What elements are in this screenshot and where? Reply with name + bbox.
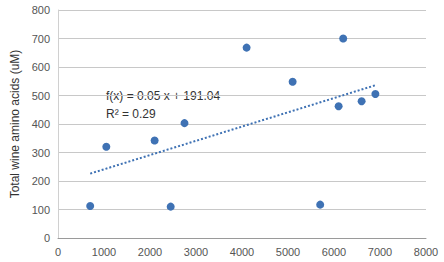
- svg-text:R² = 0.29: R² = 0.29: [106, 107, 156, 121]
- svg-text:700: 700: [32, 33, 50, 45]
- svg-text:0: 0: [44, 232, 50, 244]
- svg-text:600: 600: [32, 61, 50, 73]
- svg-text:500: 500: [32, 90, 50, 102]
- svg-text:200: 200: [32, 175, 50, 187]
- svg-text:4000: 4000: [230, 246, 254, 258]
- svg-text:8000: 8000: [414, 246, 438, 258]
- svg-text:0: 0: [55, 246, 61, 258]
- svg-text:Total wine amino acids (uM): Total wine amino acids (uM): [8, 50, 22, 199]
- svg-text:7000: 7000: [368, 246, 392, 258]
- svg-text:6000: 6000: [322, 246, 346, 258]
- svg-text:1000: 1000: [92, 246, 116, 258]
- svg-text:3000: 3000: [184, 246, 208, 258]
- svg-text:f(x) = 0.05 x + 191.04: f(x) = 0.05 x + 191.04: [106, 89, 221, 103]
- svg-text:2000: 2000: [138, 246, 162, 258]
- svg-text:5000: 5000: [276, 246, 300, 258]
- svg-text:800: 800: [32, 4, 50, 16]
- svg-text:400: 400: [32, 118, 50, 130]
- svg-text:100: 100: [32, 204, 50, 216]
- svg-text:300: 300: [32, 147, 50, 159]
